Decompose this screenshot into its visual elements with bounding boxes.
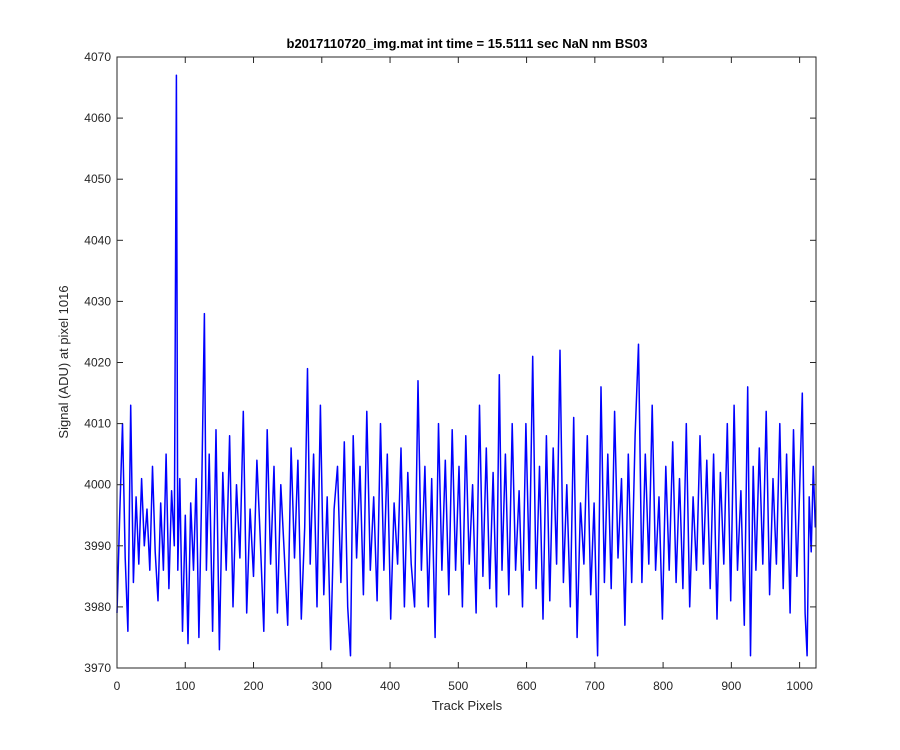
x-tick-label: 500 bbox=[448, 679, 468, 693]
series-layer bbox=[116, 74, 817, 657]
y-tick-label: 4010 bbox=[84, 417, 111, 431]
x-tick-label: 200 bbox=[244, 679, 264, 693]
y-tick-label: 4030 bbox=[84, 294, 111, 308]
y-tick-label: 4070 bbox=[84, 50, 111, 64]
x-tick-label: 700 bbox=[585, 679, 605, 693]
x-tick-label: 400 bbox=[380, 679, 400, 693]
y-tick-label: 3970 bbox=[84, 661, 111, 675]
x-axis-title: Track Pixels bbox=[432, 698, 503, 713]
y-axis-title: Signal (ADU) at pixel 1016 bbox=[56, 285, 71, 438]
x-tick-label: 600 bbox=[517, 679, 537, 693]
y-tick-label: 4050 bbox=[84, 172, 111, 186]
x-tick-label: 300 bbox=[312, 679, 332, 693]
x-tick-label: 900 bbox=[721, 679, 741, 693]
y-tick-label: 4020 bbox=[84, 356, 111, 370]
x-axis-ticks: 0 100 200 300 400 500 600 700 800 900 1000 bbox=[114, 57, 813, 693]
x-tick-label: 800 bbox=[653, 679, 673, 693]
y-tick-label: 4000 bbox=[84, 478, 111, 492]
chart-title: b2017110720_img.mat int time = 15.5111 s… bbox=[287, 36, 648, 51]
y-axis-ticks: 3970 3980 3990 4000 4010 4020 4030 4040 4050 4060… bbox=[84, 50, 816, 675]
signal-series-line-0 bbox=[116, 74, 817, 657]
x-tick-label: 1000 bbox=[786, 679, 813, 693]
x-tick-label: 100 bbox=[175, 679, 195, 693]
y-tick-label: 4040 bbox=[84, 233, 111, 247]
x-tick-label: 0 bbox=[114, 679, 121, 693]
y-tick-label: 4060 bbox=[84, 111, 111, 125]
y-tick-label: 3980 bbox=[84, 600, 111, 614]
y-tick-label: 3990 bbox=[84, 539, 111, 553]
